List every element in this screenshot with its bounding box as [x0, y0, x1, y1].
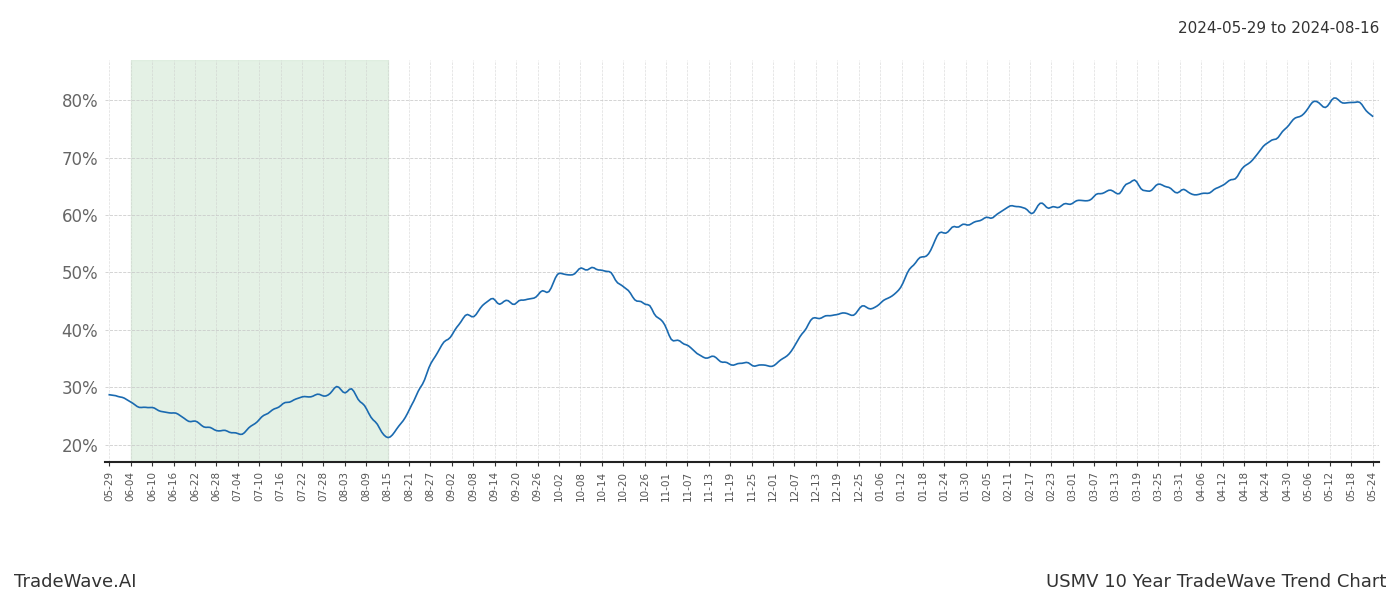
Text: USMV 10 Year TradeWave Trend Chart: USMV 10 Year TradeWave Trend Chart [1046, 573, 1386, 591]
Text: 2024-05-29 to 2024-08-16: 2024-05-29 to 2024-08-16 [1177, 21, 1379, 36]
Bar [130, 60, 388, 462]
Text: TradeWave.AI: TradeWave.AI [14, 573, 137, 591]
